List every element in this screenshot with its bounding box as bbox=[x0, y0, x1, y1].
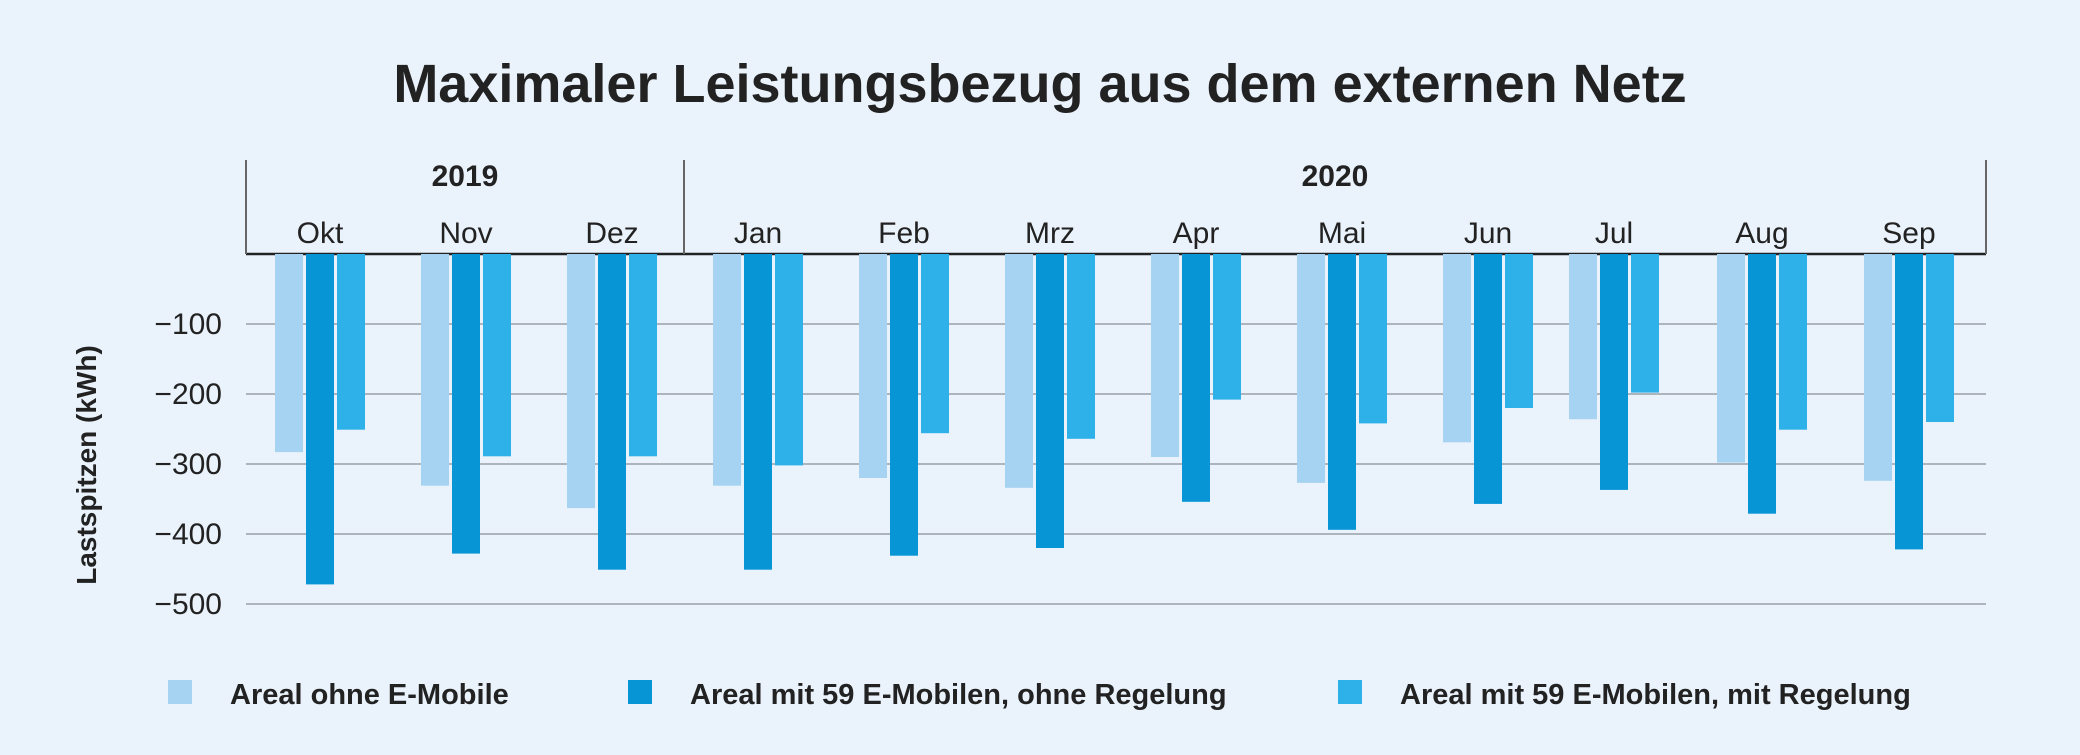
month-label: Jan bbox=[734, 217, 782, 250]
month-label: Jul bbox=[1595, 217, 1633, 250]
y-tick-label: −500 bbox=[154, 588, 222, 621]
bar bbox=[1895, 254, 1923, 550]
bar bbox=[1067, 254, 1095, 439]
bar bbox=[1474, 254, 1502, 504]
bar bbox=[1864, 254, 1892, 481]
bar bbox=[1005, 254, 1033, 488]
bar bbox=[1213, 254, 1241, 400]
bar bbox=[1036, 254, 1064, 548]
y-tick-label: −400 bbox=[154, 518, 222, 551]
month-label: Jun bbox=[1464, 217, 1512, 250]
bar bbox=[1926, 254, 1954, 422]
legend-label: Areal mit 59 E-Mobilen, ohne Regelung bbox=[690, 679, 1227, 711]
month-label: Aug bbox=[1735, 217, 1788, 250]
y-tick-label: −300 bbox=[154, 448, 222, 481]
gridlines bbox=[246, 323, 1986, 605]
bar bbox=[1505, 254, 1533, 408]
bar bbox=[483, 254, 511, 457]
bar bbox=[1151, 254, 1179, 457]
year-label: 2019 bbox=[432, 160, 499, 193]
chart-title: Maximaler Leistungsbezug aus dem externe… bbox=[393, 54, 1686, 114]
month-label: Okt bbox=[297, 217, 344, 250]
y-axis-ticks: −100 −200 −300 −400 −500 bbox=[154, 308, 222, 621]
bar bbox=[567, 254, 595, 509]
legend-label: Areal ohne E-Mobile bbox=[230, 679, 509, 711]
bar bbox=[744, 254, 772, 570]
bar bbox=[421, 254, 449, 486]
month-label: Mrz bbox=[1025, 217, 1075, 250]
legend-swatch bbox=[168, 680, 192, 704]
bar bbox=[713, 254, 741, 486]
bar bbox=[775, 254, 803, 466]
bar bbox=[1631, 254, 1659, 393]
bar bbox=[598, 254, 626, 570]
bar bbox=[452, 254, 480, 554]
bar bbox=[1717, 254, 1745, 463]
bar bbox=[1328, 254, 1356, 530]
y-tick-label: −100 bbox=[154, 308, 222, 341]
legend-swatch bbox=[628, 680, 652, 704]
month-label: Apr bbox=[1173, 217, 1220, 250]
month-label: Sep bbox=[1882, 217, 1935, 250]
month-label: Feb bbox=[878, 217, 930, 250]
bar bbox=[1182, 254, 1210, 502]
bar bbox=[1600, 254, 1628, 490]
month-label: Dez bbox=[585, 217, 638, 250]
bar bbox=[1748, 254, 1776, 514]
bar bbox=[337, 254, 365, 430]
bar bbox=[275, 254, 303, 453]
bar bbox=[890, 254, 918, 556]
category-header: 2019 2020 Okt Nov Dez Jan Feb Mrz Apr Mai Jun Jul Au… bbox=[245, 160, 1987, 256]
bar bbox=[859, 254, 887, 478]
bar bbox=[629, 254, 657, 457]
bar bbox=[1297, 254, 1325, 483]
y-tick-label: −200 bbox=[154, 378, 222, 411]
bar bbox=[1359, 254, 1387, 424]
bar bbox=[921, 254, 949, 434]
bar bbox=[1569, 254, 1597, 420]
year-label: 2020 bbox=[1302, 160, 1369, 193]
legend: Areal ohne E-Mobile Areal mit 59 E-Mobile… bbox=[168, 679, 1911, 711]
y-axis-label: Lastspitzen (kWh) bbox=[71, 345, 102, 585]
bars bbox=[275, 254, 1954, 585]
bar bbox=[306, 254, 334, 585]
legend-label: Areal mit 59 E-Mobilen, mit Regelung bbox=[1400, 679, 1911, 711]
month-label: Nov bbox=[439, 217, 492, 250]
bar bbox=[1779, 254, 1807, 430]
legend-swatch bbox=[1338, 680, 1362, 704]
month-label: Mai bbox=[1318, 217, 1366, 250]
bar bbox=[1443, 254, 1471, 443]
